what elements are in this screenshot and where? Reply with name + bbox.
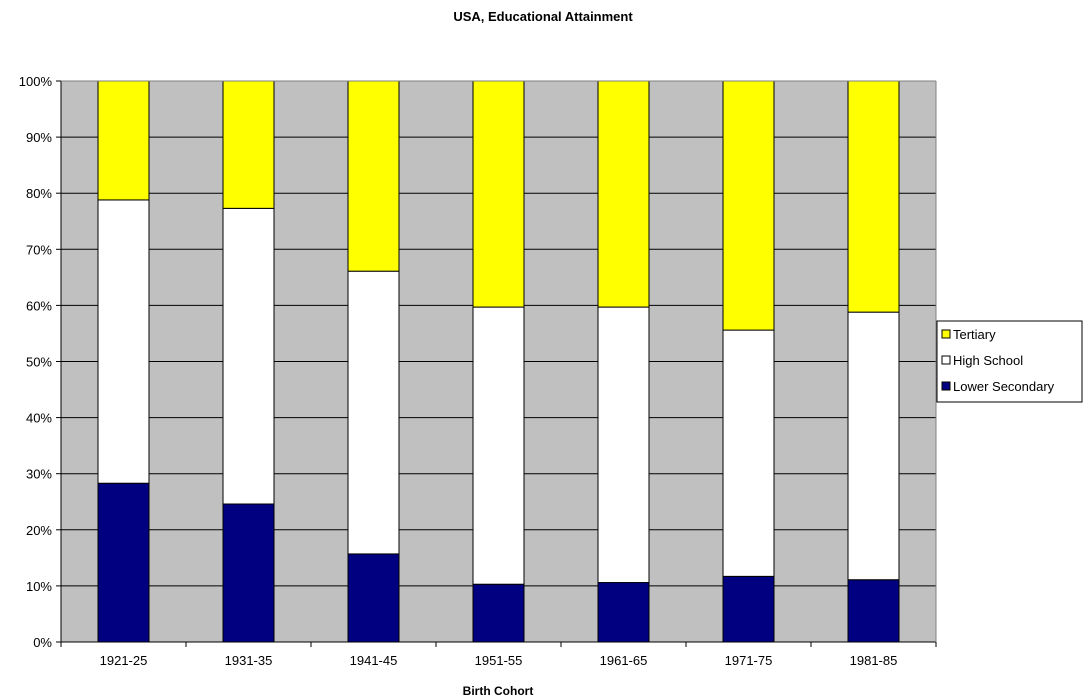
legend-swatch-lower-secondary bbox=[941, 381, 951, 391]
x-tick-label: 1971-75 bbox=[725, 653, 773, 668]
chart-title: USA, Educational Attainment bbox=[453, 9, 633, 24]
bar-high-school bbox=[847, 311, 900, 581]
y-tick-label: 100% bbox=[19, 74, 53, 89]
y-tick-label: 40% bbox=[26, 411, 52, 426]
bar-lower-secondary bbox=[722, 575, 775, 643]
bar-high-school bbox=[472, 306, 525, 585]
bar-tertiary bbox=[347, 80, 400, 272]
legend-label-high-school: High School bbox=[953, 353, 1023, 368]
y-tick-label: 70% bbox=[26, 242, 52, 257]
legend: Tertiary High School Lower Secondary bbox=[936, 320, 1083, 403]
legend-box bbox=[936, 320, 1083, 403]
y-tick-label: 50% bbox=[26, 355, 52, 370]
bar-high-school bbox=[597, 306, 650, 584]
y-tick-label: 0% bbox=[33, 635, 52, 650]
y-tick-label: 80% bbox=[26, 186, 52, 201]
bar-high-school bbox=[347, 270, 400, 555]
x-tick-label: 1981-85 bbox=[850, 653, 898, 668]
legend-swatch-high-school bbox=[941, 355, 951, 365]
bar-tertiary bbox=[722, 80, 775, 331]
bar-lower-secondary bbox=[347, 553, 400, 643]
bar-high-school bbox=[97, 199, 150, 484]
x-tick-label: 1931-35 bbox=[225, 653, 273, 668]
bar-tertiary bbox=[97, 80, 150, 201]
bar-tertiary bbox=[597, 80, 650, 308]
bar-high-school bbox=[222, 207, 275, 505]
legend-label-tertiary: Tertiary bbox=[953, 327, 996, 342]
y-tick-label: 20% bbox=[26, 523, 52, 538]
bar-lower-secondary bbox=[222, 503, 275, 643]
bar-tertiary bbox=[472, 80, 525, 308]
y-axis-ticks: 0% 10% 20% 30% 40% 50% 60% 70% 80% 90% 100% bbox=[19, 74, 61, 650]
y-tick-label: 30% bbox=[26, 467, 52, 482]
bar-high-school bbox=[722, 329, 775, 577]
bar-tertiary bbox=[847, 80, 900, 313]
bar-tertiary bbox=[222, 80, 275, 209]
x-tick-label: 1951-55 bbox=[475, 653, 523, 668]
x-tick-label: 1921-25 bbox=[100, 653, 148, 668]
x-axis-title: Birth Cohort bbox=[463, 684, 534, 698]
y-tick-label: 60% bbox=[26, 298, 52, 313]
legend-swatch-tertiary bbox=[941, 329, 951, 339]
bar-lower-secondary bbox=[847, 579, 900, 643]
bar-lower-secondary bbox=[97, 482, 150, 643]
bars bbox=[97, 80, 900, 643]
bar-lower-secondary bbox=[472, 583, 525, 643]
x-axis-ticks: 1921-25 1931-35 1941-45 1951-55 1961-65 1971-… bbox=[60, 642, 937, 668]
legend-label-lower-secondary: Lower Secondary bbox=[953, 379, 1055, 394]
x-tick-label: 1941-45 bbox=[350, 653, 398, 668]
bar-lower-secondary bbox=[597, 582, 650, 643]
y-tick-label: 90% bbox=[26, 130, 52, 145]
y-tick-label: 10% bbox=[26, 579, 52, 594]
x-tick-label: 1961-65 bbox=[600, 653, 648, 668]
